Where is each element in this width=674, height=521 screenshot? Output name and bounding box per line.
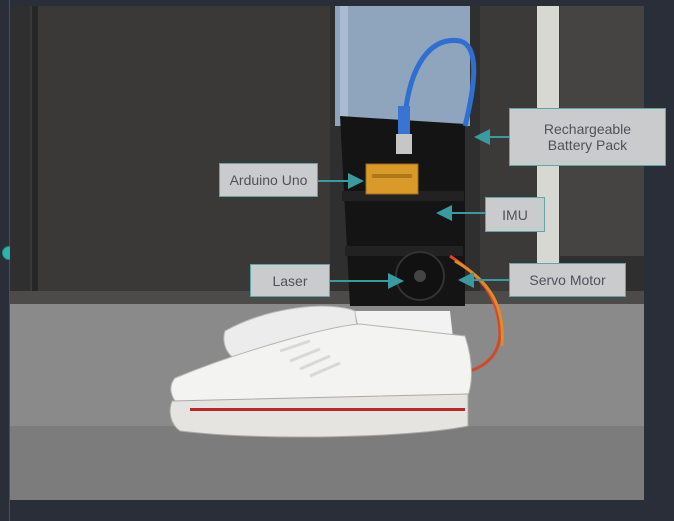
servo-motor-label: Servo Motor (509, 263, 626, 297)
imu-label: IMU (485, 197, 545, 232)
timeline-line (9, 0, 10, 521)
battery-pack-label: Rechargeable Battery Pack (509, 108, 666, 166)
device-photo (10, 6, 644, 500)
photo-illustration (10, 6, 644, 500)
laser-label: Laser (250, 264, 330, 297)
arduino-uno-label: Arduino Uno (219, 163, 318, 197)
